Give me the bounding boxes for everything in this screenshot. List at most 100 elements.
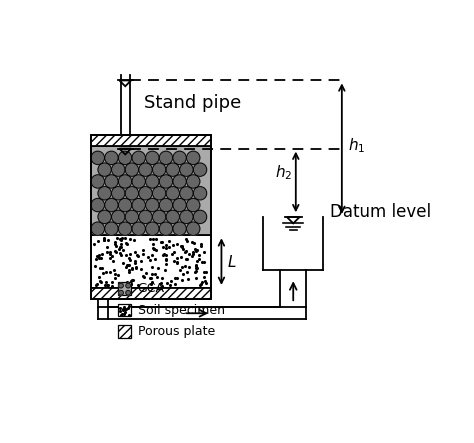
Point <box>177 242 184 249</box>
Circle shape <box>139 187 152 200</box>
Point <box>124 305 132 312</box>
Circle shape <box>125 187 138 200</box>
Point <box>178 243 185 250</box>
Point <box>128 277 136 284</box>
Point <box>119 306 127 313</box>
Point <box>160 252 167 259</box>
Circle shape <box>187 151 200 164</box>
Point <box>182 248 189 255</box>
Point <box>99 265 106 272</box>
Point <box>196 281 203 288</box>
Point <box>139 246 146 253</box>
Point <box>158 274 166 281</box>
Point <box>171 275 178 282</box>
Point <box>144 253 152 260</box>
Point <box>192 248 200 255</box>
Point <box>163 256 170 263</box>
Point <box>152 235 160 242</box>
Circle shape <box>146 198 159 212</box>
Point <box>183 238 191 245</box>
Point <box>157 239 165 246</box>
Circle shape <box>146 222 159 235</box>
Bar <box>91 135 210 146</box>
Point <box>173 260 181 267</box>
Point <box>178 243 186 250</box>
Point <box>148 278 156 285</box>
Circle shape <box>91 175 104 188</box>
Point <box>126 256 134 263</box>
Point <box>200 273 208 280</box>
Point <box>126 250 134 257</box>
Circle shape <box>126 283 130 288</box>
Circle shape <box>180 210 193 224</box>
Circle shape <box>91 198 104 212</box>
Point <box>102 269 110 276</box>
Point <box>178 276 185 284</box>
Point <box>94 280 101 287</box>
Circle shape <box>118 222 132 235</box>
Point <box>163 256 170 264</box>
Text: $L$: $L$ <box>227 253 236 270</box>
Point <box>112 249 120 256</box>
Point <box>173 254 181 261</box>
Circle shape <box>173 175 186 188</box>
Point <box>173 275 181 282</box>
Point <box>134 281 142 288</box>
Point <box>150 246 157 253</box>
Point <box>170 248 178 255</box>
Point <box>116 249 123 256</box>
Point <box>198 280 205 288</box>
Point <box>126 311 133 318</box>
Point <box>100 234 108 241</box>
Point <box>201 249 208 256</box>
Point <box>127 280 135 288</box>
Point <box>96 264 103 271</box>
Point <box>119 282 127 289</box>
Text: Porous plate: Porous plate <box>137 325 215 338</box>
Point <box>100 237 108 244</box>
Point <box>146 236 154 243</box>
Point <box>131 248 138 255</box>
Point <box>108 253 116 260</box>
Point <box>111 238 119 245</box>
Circle shape <box>98 210 111 224</box>
Circle shape <box>111 210 125 224</box>
Point <box>131 257 138 264</box>
Point <box>185 264 193 271</box>
Point <box>148 270 156 277</box>
Point <box>104 237 111 244</box>
Point <box>113 243 120 250</box>
Circle shape <box>91 151 104 164</box>
Point <box>104 281 111 288</box>
Point <box>137 257 145 264</box>
Point <box>128 264 136 271</box>
Point <box>126 261 133 268</box>
Circle shape <box>159 151 173 164</box>
Circle shape <box>173 222 186 235</box>
Point <box>100 237 108 244</box>
Text: Datum level: Datum level <box>330 203 431 221</box>
Point <box>116 244 124 251</box>
Circle shape <box>193 187 207 200</box>
Point <box>165 243 173 250</box>
Circle shape <box>126 291 130 295</box>
Point <box>199 279 206 286</box>
Point <box>147 280 155 288</box>
Point <box>164 279 171 286</box>
Point <box>122 306 129 313</box>
Point <box>177 254 184 261</box>
Point <box>194 264 201 272</box>
Bar <box>91 146 210 235</box>
Point <box>92 282 100 289</box>
Point <box>97 278 104 285</box>
Point <box>192 264 200 272</box>
Point <box>201 278 209 285</box>
Point <box>111 248 118 255</box>
Circle shape <box>139 210 152 224</box>
Circle shape <box>132 198 146 212</box>
Point <box>149 263 156 270</box>
Circle shape <box>153 210 166 224</box>
Point <box>129 266 137 273</box>
Point <box>115 245 123 253</box>
Point <box>193 247 201 254</box>
